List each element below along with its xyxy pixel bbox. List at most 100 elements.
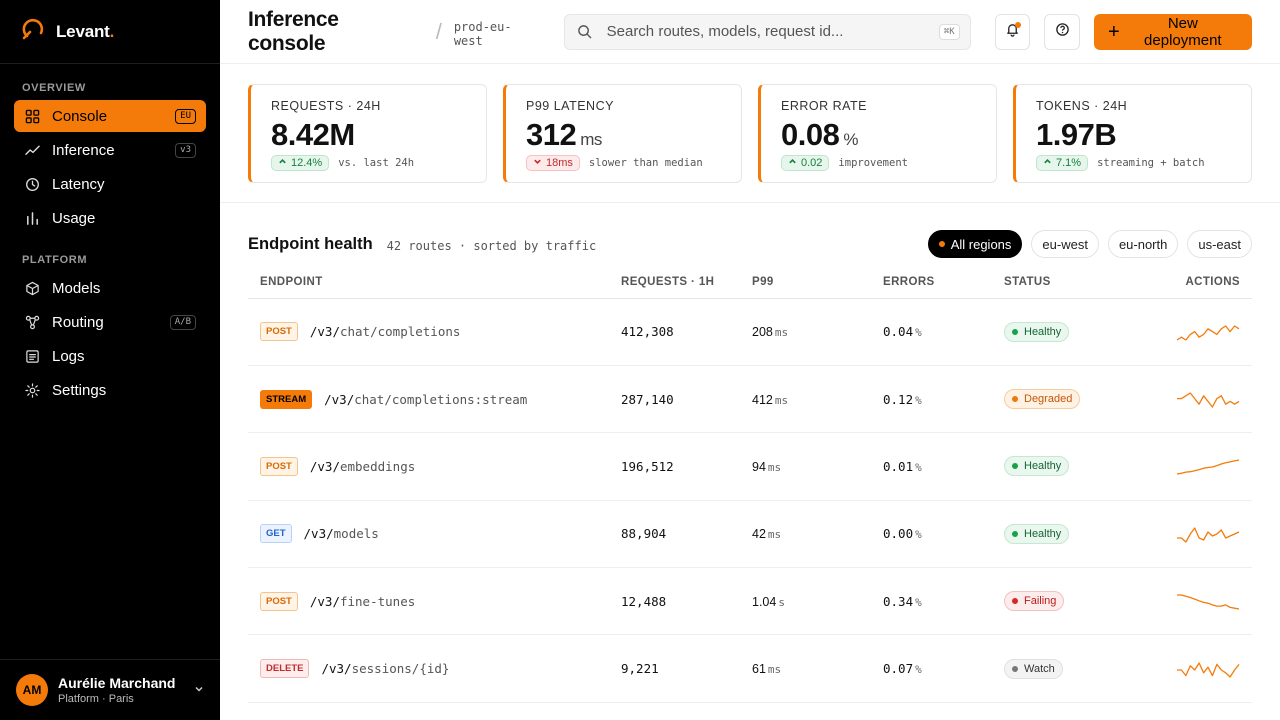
table-row[interactable]: POST/v3/chat/completions 412,308 208 ms 0.04… [248, 298, 1252, 366]
filter-label: eu-west [1042, 236, 1088, 252]
sidebar-item-logs[interactable]: Logs [14, 340, 206, 372]
method-badge: DELETE [260, 659, 310, 679]
region-filters: All regions eu-west eu-north us-east [919, 230, 1252, 258]
p99-cell: 1.04 s [740, 567, 871, 636]
table-row[interactable]: POST/v3/fine-tunes 12,488 1.04 s 0.34% Failin… [248, 567, 1252, 636]
sidebar-item-tag: v3 [175, 142, 196, 158]
sparkline-line [1177, 594, 1240, 610]
method-badge: STREAM [260, 389, 313, 409]
stat-label: REQUESTS · 24H [271, 99, 381, 113]
status-label: Healthy [1024, 527, 1062, 540]
region-filter-us-east[interactable]: us-east [1187, 230, 1252, 258]
endpoint-path[interactable]: /v3/chat/completions:stream [324, 392, 527, 407]
search-input[interactable] [606, 23, 939, 40]
endpoint-path-base: /v3/ [324, 391, 355, 407]
endpoint-path[interactable]: /v3/fine-tunes [310, 594, 415, 609]
sparkline-line [1177, 661, 1240, 678]
stat-footer: 7.1% streaming + batch [1036, 155, 1251, 171]
sparkline-line [1177, 392, 1240, 408]
p99-value: 412 [752, 392, 773, 407]
sidebar-item-latency[interactable]: Latency [14, 168, 206, 200]
p99-value: 42 [752, 527, 766, 542]
search-box[interactable]: ⌘K [563, 13, 971, 50]
sparkline[interactable] [1176, 456, 1240, 476]
errors-unit: % [915, 460, 922, 474]
user-menu[interactable]: AM Aurélie Marchand Platform · Paris [0, 659, 220, 720]
sidebar-item-inference[interactable]: Inference v3 [14, 134, 206, 166]
errors-value: 0.00 [883, 526, 914, 542]
stat-card: TOKENS · 24H 1.97B 7.1% streaming + batch [1013, 84, 1252, 183]
status-dot [1012, 328, 1018, 335]
status-label: Healthy [1024, 325, 1062, 338]
column-header-status[interactable]: STATUS [992, 267, 1132, 299]
stat-number: 312 [526, 117, 577, 152]
chevron-down-icon[interactable] [194, 681, 204, 699]
status-dot [1012, 463, 1018, 470]
errors-unit: % [915, 393, 922, 407]
sidebar-item-console[interactable]: Console EU [14, 100, 206, 132]
endpoint-table: ENDPOINT REQUESTS · 1H P99 ERRORS STATUS… [248, 267, 1252, 703]
sparkline[interactable] [1176, 524, 1240, 544]
p99-cell: 208 ms [740, 298, 871, 366]
arrow-up-icon [1043, 157, 1052, 169]
method-badge: GET [260, 524, 292, 544]
p99-unit: ms [767, 528, 782, 542]
filter-label: All regions [950, 236, 1012, 252]
brand[interactable]: Levant. [0, 0, 220, 64]
sparkline[interactable] [1176, 322, 1240, 342]
column-header-endpoint[interactable]: ENDPOINT [248, 267, 609, 299]
table-row[interactable]: STREAM/v3/chat/completions:stream 287,140… [248, 365, 1252, 434]
region-filter-eu-west[interactable]: eu-west [1031, 230, 1099, 258]
column-header-requests[interactable]: REQUESTS · 1H [609, 267, 740, 299]
sparkline[interactable] [1176, 591, 1240, 611]
endpoint-path[interactable]: /v3/models [304, 526, 379, 541]
endpoint-health-header: Endpoint health 42 routes · sorted by tr… [220, 203, 1280, 267]
errors-value: 0.04 [883, 324, 914, 340]
environment-label[interactable]: prod-eu-west [453, 19, 512, 48]
errors-value: 0.34 [883, 593, 914, 609]
nav-overview: Console EU Inference v3 Latency Usage [0, 100, 220, 234]
errors-value: 0.01 [883, 458, 914, 474]
brand-logo-icon [22, 17, 46, 46]
region-filter-eu-north[interactable]: eu-north [1107, 230, 1179, 258]
table-row[interactable]: POST/v3/embeddings 196,512 94 ms 0.01% Health… [248, 432, 1252, 501]
sparkline[interactable] [1176, 389, 1240, 409]
status-dot [1012, 396, 1018, 403]
sidebar-item-tag: A/B [169, 314, 196, 330]
status-cell: Healthy [992, 298, 1132, 366]
column-header-errors[interactable]: ERRORS [871, 267, 992, 299]
filter-label: us-east [1198, 236, 1241, 252]
stat-card: P99 LATENCY 312 ms 18ms slower than median [503, 84, 742, 183]
sidebar-item-usage[interactable]: Usage [14, 202, 206, 234]
sidebar-item-settings[interactable]: Settings [14, 374, 206, 406]
status-cell: Failing [992, 567, 1132, 636]
endpoint-path[interactable]: /v3/sessions/{id} [321, 661, 449, 676]
sidebar-item-models[interactable]: Models [14, 272, 206, 304]
endpoint-path-route: models [333, 526, 379, 542]
stat-card: REQUESTS · 24H 8.42M 12.4% vs. last 24h [248, 84, 487, 183]
p99-value: 61 [752, 662, 766, 677]
status-label: Failing [1024, 595, 1057, 608]
notifications-button[interactable] [994, 13, 1031, 50]
sparkline[interactable] [1176, 659, 1240, 679]
endpoint-path-base: /v3/ [309, 324, 340, 340]
region-filter-all-regions[interactable]: All regions [927, 230, 1023, 258]
column-header-p99[interactable]: P99 [740, 267, 871, 299]
filter-label: eu-north [1118, 236, 1168, 252]
new-deployment-button[interactable]: + New deployment [1093, 13, 1253, 50]
stat-note: vs. last 24h [338, 157, 415, 169]
sidebar-item-tag: EU [175, 108, 196, 124]
endpoint-path[interactable]: /v3/chat/completions [310, 324, 461, 339]
endpoint-path[interactable]: /v3/embeddings [310, 459, 415, 474]
status-cell: Watch [992, 634, 1132, 703]
table-row[interactable]: GET/v3/models 88,904 42 ms 0.00% Healthy [248, 500, 1252, 569]
endpoint-cell: GET/v3/models [248, 500, 609, 569]
status-badge: Healthy [1004, 456, 1070, 477]
p99-cell: 42 ms [740, 500, 871, 569]
table-row[interactable]: DELETE/v3/sessions/{id} 9,221 61 ms 0.07% Wat… [248, 634, 1252, 703]
sidebar-item-routing[interactable]: Routing A/B [14, 306, 206, 338]
help-button[interactable] [1044, 13, 1080, 50]
status-badge: Healthy [1004, 321, 1070, 342]
p99-unit: ms [774, 393, 789, 407]
bell-icon [1005, 22, 1020, 42]
